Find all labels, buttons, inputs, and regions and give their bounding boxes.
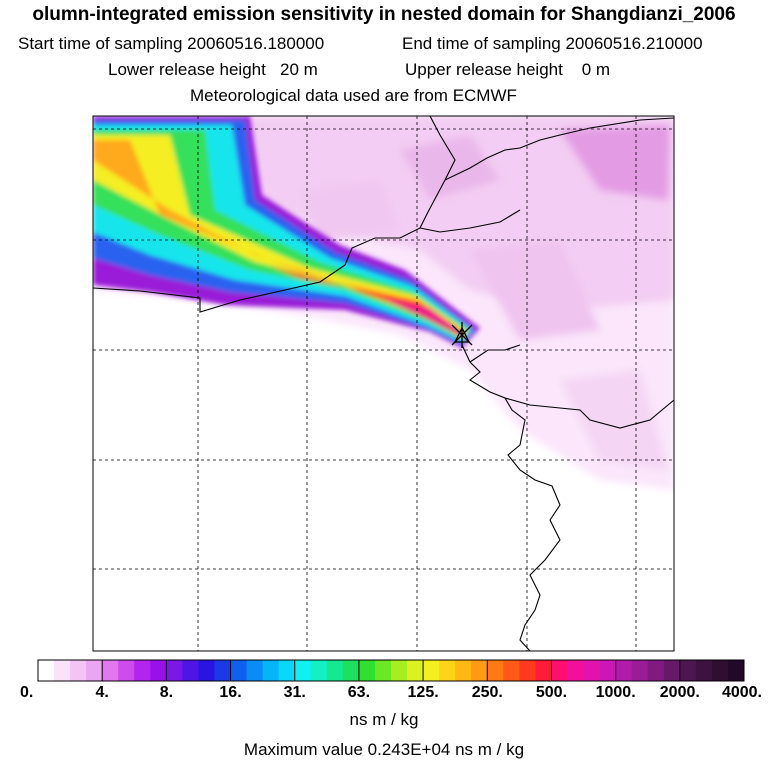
colorbar-swatch — [711, 660, 729, 681]
colorbar-swatch — [150, 660, 167, 681]
plume — [93, 116, 480, 348]
colorbar-swatch — [294, 660, 312, 681]
colorbar-swatch — [439, 660, 456, 681]
colorbar-tick-label: 250. — [471, 684, 503, 701]
colorbar-swatch — [503, 660, 520, 681]
colorbar-swatch — [214, 660, 231, 681]
colorbar-swatch — [567, 660, 584, 681]
colorbar-tick-label: 125. — [407, 684, 439, 701]
colorbar-swatch — [38, 660, 55, 681]
colorbar-swatch — [551, 660, 568, 681]
colorbar-swatch — [695, 660, 713, 681]
colorbar-swatch — [166, 660, 183, 681]
colorbar-swatch — [519, 660, 536, 681]
colorbar-swatch — [310, 660, 328, 681]
colorbar-tick-label: 1000. — [595, 684, 636, 701]
colorbar-swatch — [246, 660, 264, 681]
colorbar-swatch — [358, 660, 376, 681]
start-time-label: Start time of sampling 20060516.180000 — [18, 34, 325, 53]
colorbar-tick-label: 16. — [219, 684, 242, 701]
colorbar-swatch — [471, 660, 488, 681]
upper-height-label: Upper release height 0 m — [405, 60, 611, 79]
colorbar-swatch — [342, 660, 360, 681]
colorbar-swatch — [599, 660, 617, 681]
max-value-label: Maximum value 0.243E+04 ns m / kg — [243, 740, 525, 759]
colorbar-tick-label: 31. — [283, 684, 306, 701]
lower-height-label: Lower release height 20 m — [108, 60, 318, 79]
colorbar — [37, 659, 745, 682]
colorbar-swatch — [583, 660, 600, 681]
met-data-label: Meteorological data used are from ECMWF — [190, 86, 517, 105]
colorbar-swatch — [86, 660, 103, 681]
map-frame — [92, 115, 675, 652]
colorbar-swatch — [102, 660, 119, 681]
plume-band-red — [270, 266, 465, 336]
plume-band-orange — [93, 140, 466, 337]
colorbar-unit: ns m / kg — [349, 710, 419, 729]
colorbar-swatch — [70, 660, 87, 681]
colorbar-swatch — [679, 660, 697, 681]
colorbar-swatch — [230, 660, 247, 681]
colorbar-swatch — [326, 660, 344, 681]
colorbar-swatch — [423, 660, 440, 681]
colorbar-swatch — [455, 660, 472, 681]
colorbar-frame — [37, 659, 745, 682]
coastlines — [93, 116, 674, 651]
colorbar-swatch — [54, 660, 71, 681]
chart-title: olumn-integrated emission sensitivity in… — [32, 4, 736, 25]
colorbar-swatch — [407, 660, 424, 681]
colorbar-tick-label: 4. — [95, 684, 109, 701]
colorbar-swatch — [262, 660, 280, 681]
colorbar-swatch — [198, 660, 215, 681]
plume-band-magenta — [380, 298, 464, 336]
colorbar-swatch — [487, 660, 504, 681]
colorbar-tick-label: 4000. — [721, 684, 762, 701]
colorbar-tick-label: 8. — [159, 684, 174, 701]
grid-lines — [93, 116, 674, 651]
colorbar-swatch — [535, 660, 552, 681]
colorbar-tick-label: 500. — [535, 684, 568, 701]
colorbar-swatch — [615, 660, 633, 681]
colorbar-tick-label: 0. — [20, 684, 34, 701]
colorbar-swatch — [647, 660, 665, 681]
colorbar-swatch — [374, 660, 392, 681]
colorbar-tick-label: 63. — [347, 684, 371, 701]
plume-band-yellow — [93, 135, 468, 338]
colorbar-swatch — [631, 660, 649, 681]
colorbar-swatch — [118, 660, 135, 681]
receptor-marker — [451, 322, 473, 348]
end-time-label: End time of sampling 20060516.210000 — [402, 34, 703, 53]
colorbar-swatch — [663, 660, 681, 681]
colorbar-swatch — [134, 660, 151, 681]
colorbar-swatch — [391, 660, 408, 681]
colorbar-swatch — [182, 660, 199, 681]
colorbar-swatch — [727, 660, 745, 681]
colorbar-swatch — [278, 660, 296, 681]
colorbar-tick-label: 2000. — [659, 684, 700, 701]
